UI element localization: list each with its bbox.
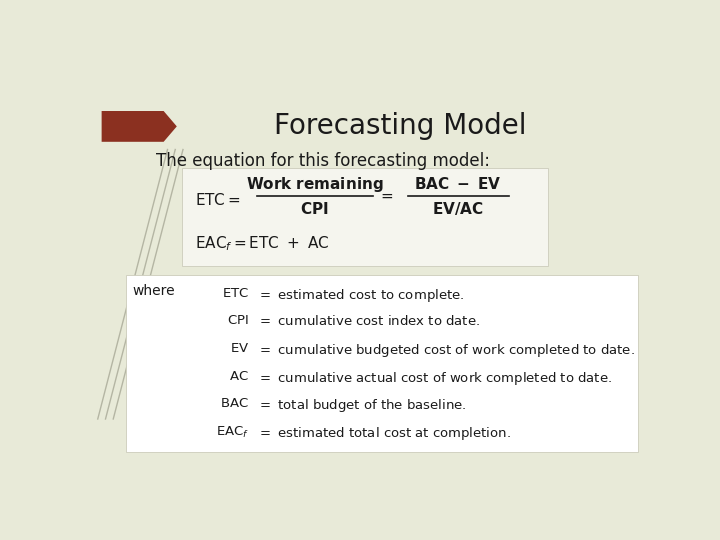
Text: $\mathrm{EAC}_f$: $\mathrm{EAC}_f$ (216, 425, 249, 440)
Text: where: where (132, 284, 175, 298)
FancyBboxPatch shape (182, 168, 548, 266)
FancyBboxPatch shape (127, 275, 638, 452)
Text: $= \ $total budget of the baseline.: $= \ $total budget of the baseline. (256, 397, 466, 414)
Text: $\mathbf{CPI}$: $\mathbf{CPI}$ (300, 201, 329, 217)
Text: $= \ $estimated total cost at completion.: $= \ $estimated total cost at completion… (256, 425, 510, 442)
Text: $\mathrm{BAC}$: $\mathrm{BAC}$ (220, 397, 249, 410)
Text: $=$: $=$ (378, 188, 394, 203)
Text: $\mathrm{AC}$: $\mathrm{AC}$ (229, 370, 249, 383)
Text: $\mathbf{Work\ remaining}$: $\mathbf{Work\ remaining}$ (246, 174, 384, 194)
Text: $\mathbf{BAC\ -\ EV}$: $\mathbf{BAC\ -\ EV}$ (415, 176, 502, 192)
Text: $\mathbf{EV/AC}$: $\mathbf{EV/AC}$ (432, 200, 484, 217)
Text: $\mathrm{ETC} = $: $\mathrm{ETC} = $ (194, 192, 240, 207)
Text: $= \ $cumulative cost index to date.: $= \ $cumulative cost index to date. (256, 314, 480, 328)
Text: $\mathrm{EAC}_f = \mathrm{ETC}\ +\ \mathrm{AC}$: $\mathrm{EAC}_f = \mathrm{ETC}\ +\ \math… (194, 234, 329, 253)
Text: Forecasting Model: Forecasting Model (274, 112, 526, 140)
Text: $\mathrm{EV}$: $\mathrm{EV}$ (230, 342, 249, 355)
Polygon shape (102, 111, 177, 142)
Text: $= \ $estimated cost to complete.: $= \ $estimated cost to complete. (256, 287, 464, 303)
Text: $\mathrm{CPI}$: $\mathrm{CPI}$ (227, 314, 249, 327)
Text: $\mathrm{ETC}$: $\mathrm{ETC}$ (222, 287, 249, 300)
Text: $= \ $cumulative actual cost of work completed to date.: $= \ $cumulative actual cost of work com… (256, 370, 612, 387)
Text: The equation for this forecasting model:: The equation for this forecasting model: (156, 152, 490, 170)
Text: $= \ $cumulative budgeted cost of work completed to date.: $= \ $cumulative budgeted cost of work c… (256, 342, 634, 359)
